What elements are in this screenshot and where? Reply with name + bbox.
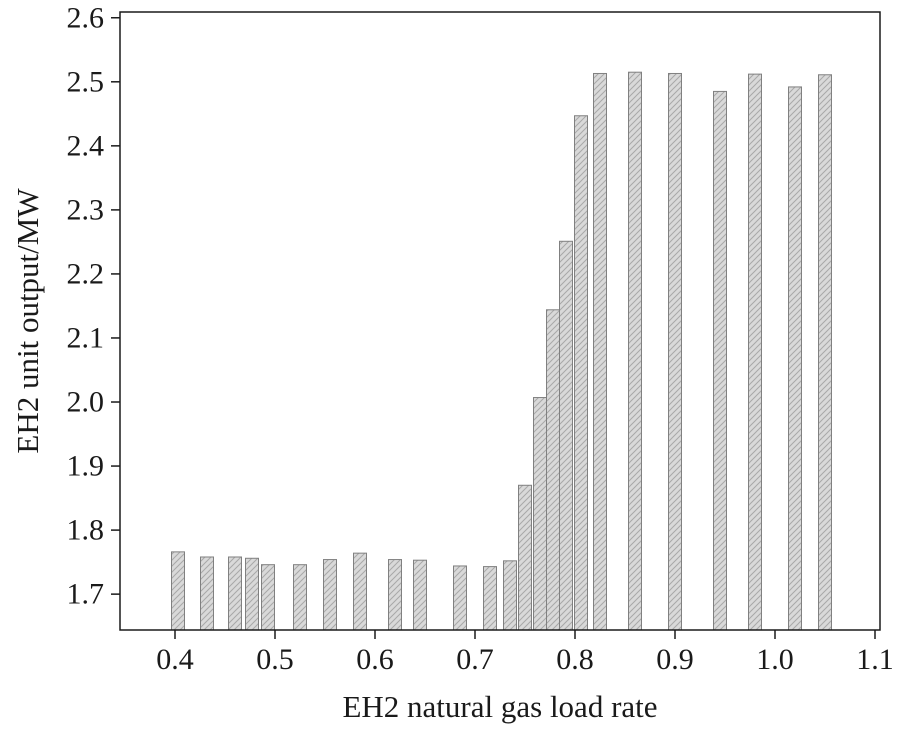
- y-tick-label: 2.0: [67, 386, 105, 419]
- bar: [323, 559, 337, 631]
- x-tick-label: 1.0: [756, 643, 794, 676]
- y-tick-label: 2.2: [67, 257, 105, 290]
- x-tick-label: 0.5: [256, 643, 294, 676]
- bar: [413, 559, 427, 631]
- bar: [533, 397, 547, 631]
- bar: [353, 552, 367, 631]
- x-tick-label: 0.7: [456, 643, 494, 676]
- bar: [261, 564, 275, 631]
- bar: [228, 556, 242, 631]
- bar: [518, 484, 532, 631]
- y-axis-title: EH2 unit output/MW: [10, 188, 45, 454]
- bar: [245, 557, 259, 631]
- axes-group: 0.4 0.5 0.6 0.7 0.8 0.9 1.0 1.1 1.7 1.8 1.9 2.0 2.1 2…: [67, 1, 894, 676]
- y-tick-label: 2.1: [67, 321, 105, 354]
- x-tick-label: 1.1: [856, 643, 894, 676]
- bar: [453, 565, 467, 631]
- bar: [503, 560, 517, 631]
- bar: [559, 240, 573, 631]
- bar: [388, 559, 402, 631]
- x-tick-label: 0.9: [656, 643, 694, 676]
- bar: [200, 556, 214, 631]
- y-tick-label: 2.5: [67, 65, 105, 98]
- y-tick-label: 2.3: [67, 193, 105, 226]
- bar: [171, 551, 185, 631]
- bar: [628, 71, 642, 631]
- x-tick-label: 0.8: [556, 643, 594, 676]
- bar: [818, 74, 832, 631]
- bar: [483, 566, 497, 631]
- y-tick-label: 2.4: [67, 129, 105, 162]
- bar: [546, 309, 560, 631]
- plot-frame: [119, 11, 881, 631]
- y-tick-label: 2.6: [67, 1, 105, 34]
- bars-group: [171, 71, 832, 631]
- x-axis-title: EH2 natural gas load rate: [342, 689, 658, 724]
- x-tick-label: 0.4: [156, 643, 194, 676]
- bar: [593, 72, 607, 631]
- y-tick-label: 1.7: [67, 578, 105, 611]
- bar: [788, 86, 802, 631]
- bar: [668, 72, 682, 631]
- bar: [748, 73, 762, 631]
- bar: [713, 90, 727, 631]
- y-tick-label: 1.9: [67, 450, 105, 483]
- y-tick-label: 1.8: [67, 514, 105, 547]
- bar: [574, 115, 588, 631]
- bar: [293, 564, 307, 631]
- x-tick-label: 0.6: [356, 643, 394, 676]
